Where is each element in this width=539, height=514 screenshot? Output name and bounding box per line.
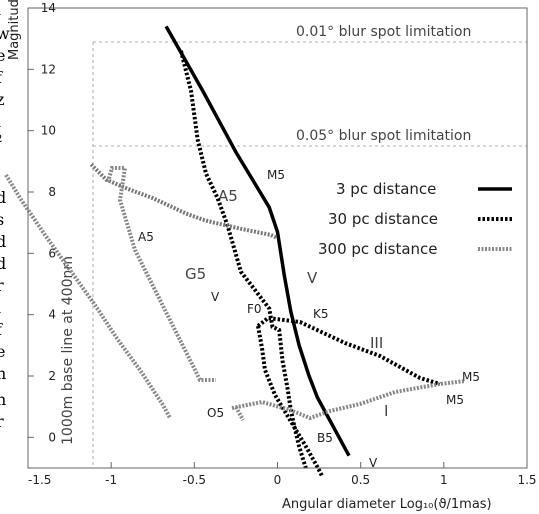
curve-300pc-hook bbox=[234, 406, 245, 421]
extra-curves bbox=[4, 166, 466, 477]
curve-300pc-main bbox=[106, 166, 216, 382]
page-letter: n bbox=[0, 364, 7, 383]
annotation-blur-005: 0.05° blur spot limitation bbox=[296, 128, 471, 144]
annotation-i: I bbox=[384, 402, 388, 420]
annotation-iii-300pc: III bbox=[370, 334, 383, 352]
legend-label-30pc: 30 pc distance bbox=[328, 210, 438, 228]
legend-label-300pc: 300 pc distance bbox=[318, 240, 438, 258]
page-letter: s bbox=[0, 210, 5, 229]
annotation-o5: O5 bbox=[207, 406, 224, 420]
page-letter: d bbox=[0, 232, 7, 251]
page-letter: d bbox=[0, 254, 7, 273]
page-letter: w bbox=[0, 24, 10, 43]
annotation-iii-30pc: A5 bbox=[218, 187, 238, 205]
y-tick-label: 12 bbox=[41, 62, 56, 76]
page-letter: e bbox=[0, 342, 6, 361]
legend: 3 pc distance 30 pc distance 300 pc dist… bbox=[318, 180, 512, 258]
annotation-m5-30pc: M5 bbox=[462, 370, 480, 384]
y-tick-label: 4 bbox=[48, 308, 56, 322]
x-axis-title: Angular diameter Log₁₀(ϑ/1mas) bbox=[282, 497, 492, 512]
page-letter: d bbox=[0, 188, 7, 207]
x-tick-label: 1.5 bbox=[517, 473, 536, 487]
annotation-v-30pc: G5 bbox=[185, 265, 206, 283]
annotation-g5: A5 bbox=[138, 230, 154, 244]
page-letter: e bbox=[0, 46, 6, 65]
x-tick-label: -1.5 bbox=[28, 473, 51, 487]
curve-30pc-giant bbox=[256, 315, 441, 386]
annotation-f0: F0 bbox=[247, 302, 262, 316]
x-tick-label: 0.5 bbox=[351, 473, 370, 487]
page-letter: n bbox=[0, 390, 7, 409]
x-tick-label: 0 bbox=[274, 473, 282, 487]
curve-30pc-dwarf bbox=[256, 325, 324, 477]
annotation-b5: B5 bbox=[317, 431, 333, 445]
page-letter: r bbox=[0, 278, 4, 294]
y-tick-label: 10 bbox=[41, 124, 56, 138]
legend-label-3pc: 3 pc distance bbox=[336, 180, 436, 198]
series-line-0 bbox=[164, 25, 351, 457]
tick-group: -1.5 -1 -0.5 0 0.5 1 1.5 0 2 4 6 8 10 12 14 bbox=[27, 1, 537, 487]
y-tick-label: 6 bbox=[48, 246, 56, 260]
page-letter: f bbox=[0, 70, 2, 86]
annotation-a5-3pc: V bbox=[369, 456, 378, 470]
annotation-k5: K5 bbox=[313, 307, 329, 321]
curve-300pc-dwarf bbox=[4, 173, 172, 419]
y-tick-label: 0 bbox=[48, 430, 56, 444]
y-tick-label: 14 bbox=[41, 1, 56, 15]
x-tick-label: 1 bbox=[440, 473, 448, 487]
page-letter: l bbox=[0, 2, 1, 18]
annotation-blur-001: 0.01° blur spot limitation bbox=[296, 24, 471, 40]
page-letter: 2 bbox=[0, 132, 2, 148]
annotation-m5-3pc: M5 bbox=[267, 168, 285, 182]
annotation-m5-300pc: M5 bbox=[446, 393, 464, 407]
y-tick-label: 2 bbox=[48, 369, 56, 383]
page-letter: l bbox=[0, 300, 1, 316]
x-tick-label: -1 bbox=[105, 473, 117, 487]
page-text-fragments: l w e f z l 2 d s d d r l f e n n r bbox=[0, 0, 30, 514]
page-letter: l bbox=[0, 114, 1, 130]
page-letter: r bbox=[0, 414, 4, 430]
annotation-baseline: 1000m base line at 400nm bbox=[60, 256, 76, 445]
series-group bbox=[89, 25, 351, 469]
curve-300pc-supergiant bbox=[231, 379, 466, 421]
annotation-v-3pc: V bbox=[307, 269, 318, 287]
x-tick-label: -0.5 bbox=[183, 473, 206, 487]
page-letter: z bbox=[0, 90, 5, 109]
y-axis-title: Magnitude bbox=[7, 0, 22, 60]
y-tick-label: 8 bbox=[48, 185, 56, 199]
page-letter: f bbox=[0, 322, 2, 338]
annotation-a5: V bbox=[211, 290, 220, 304]
